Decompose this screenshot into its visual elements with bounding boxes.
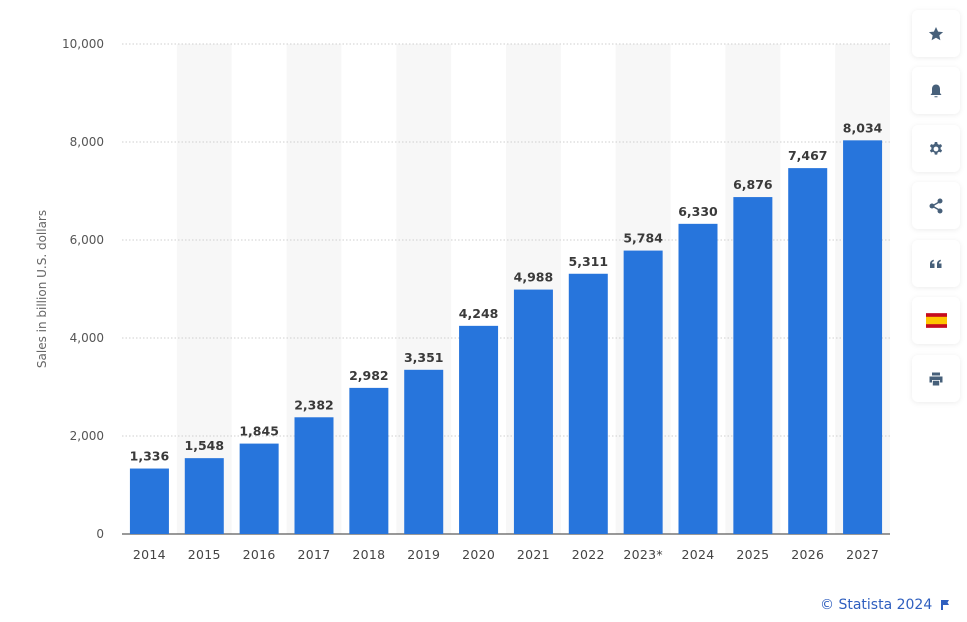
- data-label: 1,845: [239, 424, 279, 439]
- settings-button[interactable]: [912, 125, 960, 172]
- favorite-button[interactable]: [912, 10, 960, 57]
- bar-2021[interactable]: [513, 289, 553, 534]
- x-tick-label: 2020: [462, 547, 495, 562]
- y-tick-label: 10,000: [62, 37, 104, 51]
- credit-text: © Statista 2024: [820, 597, 933, 613]
- share-button[interactable]: [912, 182, 960, 229]
- statista-credit[interactable]: © Statista 2024: [820, 597, 950, 613]
- y-tick-label: 6,000: [70, 233, 104, 247]
- y-tick-label: 0: [96, 527, 104, 541]
- y-tick-label: 2,000: [70, 429, 104, 443]
- data-label: 6,330: [678, 204, 718, 219]
- data-label: 1,336: [130, 449, 170, 464]
- bar-chart: 0 2,000 4,000 6,000 8,000 10,000 1,336 1,548 1,…: [35, 37, 890, 562]
- cite-button[interactable]: [912, 240, 960, 287]
- data-label: 7,467: [788, 148, 828, 163]
- data-label: 3,351: [404, 350, 444, 365]
- bar-2025[interactable]: [733, 197, 773, 535]
- data-label: 2,382: [294, 397, 334, 412]
- flag-icon: [941, 600, 950, 610]
- share-icon: [929, 198, 943, 213]
- y-axis-label: Sales in billion U.S. dollars: [35, 210, 49, 368]
- quote-icon: [930, 259, 942, 268]
- star-icon: [928, 26, 944, 40]
- bar-2027[interactable]: [843, 140, 883, 535]
- bar-2026[interactable]: [788, 168, 828, 534]
- notification-button[interactable]: [912, 67, 960, 114]
- column-band: [176, 44, 232, 534]
- bell-icon: [930, 84, 942, 97]
- bar-2023*[interactable]: [623, 250, 663, 535]
- gear-icon: [929, 141, 943, 155]
- data-label: 1,548: [185, 438, 225, 453]
- print-button[interactable]: [912, 355, 960, 402]
- data-label: 4,988: [514, 270, 554, 285]
- data-label: 8,034: [843, 120, 883, 135]
- spain-flag-icon: [925, 313, 947, 328]
- data-label: 2,982: [349, 368, 389, 383]
- x-tick-label: 2016: [243, 547, 276, 562]
- data-label: 6,876: [733, 177, 773, 192]
- x-tick-label: 2015: [188, 547, 221, 562]
- print-icon: [929, 372, 943, 385]
- x-tick-label: 2018: [352, 547, 385, 562]
- data-label: 5,784: [623, 231, 663, 246]
- bar-2015[interactable]: [184, 458, 224, 534]
- x-tick-label: 2014: [133, 547, 166, 562]
- x-tick-label: 2025: [736, 547, 769, 562]
- x-tick-label: 2019: [407, 547, 440, 562]
- bar-2024[interactable]: [678, 223, 718, 534]
- bar-2014[interactable]: [129, 468, 169, 534]
- x-tick-label: 2026: [791, 547, 824, 562]
- x-tick-label: 2022: [572, 547, 605, 562]
- bar-2020[interactable]: [459, 325, 499, 534]
- data-label: 4,248: [459, 306, 499, 321]
- x-tick-label: 2023*: [623, 547, 663, 562]
- y-tick-label: 4,000: [70, 331, 104, 345]
- data-label: 5,311: [569, 254, 609, 269]
- bar-2018[interactable]: [349, 387, 389, 534]
- bar-2019[interactable]: [404, 369, 444, 534]
- y-tick-label: 8,000: [70, 135, 104, 149]
- bar-2017[interactable]: [294, 417, 334, 534]
- bar-2022[interactable]: [568, 273, 608, 534]
- x-tick-label: 2027: [846, 547, 879, 562]
- language-button[interactable]: [912, 297, 960, 344]
- x-tick-label: 2017: [297, 547, 330, 562]
- x-tick-label: 2021: [517, 547, 550, 562]
- x-tick-label: 2024: [681, 547, 714, 562]
- bar-2016[interactable]: [239, 443, 279, 534]
